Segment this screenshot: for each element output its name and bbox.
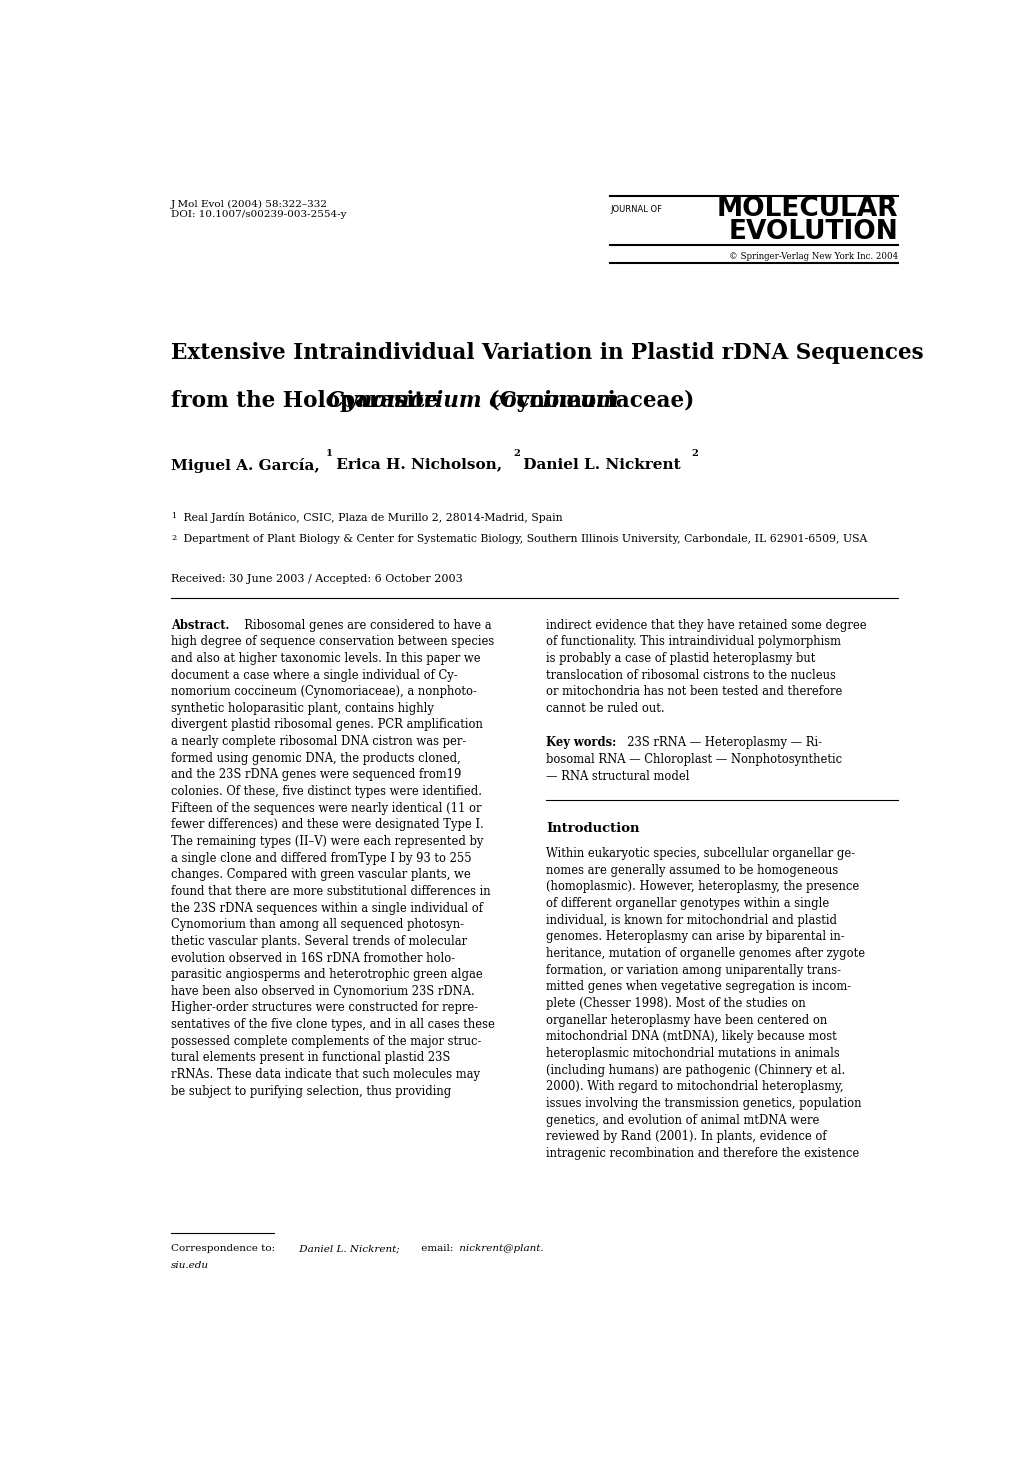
Text: intragenic recombination and therefore the existence: intragenic recombination and therefore t…	[546, 1147, 859, 1160]
Text: Miguel A. García,: Miguel A. García,	[171, 457, 319, 473]
Text: Fifteen of the sequences were nearly identical (11 or: Fifteen of the sequences were nearly ide…	[171, 802, 481, 815]
Text: changes. Compared with green vascular plants, we: changes. Compared with green vascular pl…	[171, 868, 470, 881]
Text: or mitochondria has not been tested and therefore: or mitochondria has not been tested and …	[546, 685, 842, 698]
Text: MOLECULAR: MOLECULAR	[716, 196, 898, 222]
Text: siu.edu: siu.edu	[171, 1261, 209, 1270]
Text: 1: 1	[325, 449, 332, 457]
Text: © Springer-Verlag New York Inc. 2004: © Springer-Verlag New York Inc. 2004	[729, 251, 898, 262]
Text: colonies. Of these, five distinct types were identified.: colonies. Of these, five distinct types …	[171, 785, 482, 798]
Text: the 23S rDNA sequences within a single individual of: the 23S rDNA sequences within a single i…	[171, 901, 483, 915]
Text: (including humans) are pathogenic (Chinnery et al.: (including humans) are pathogenic (Chinn…	[546, 1064, 845, 1077]
Text: JOURNAL OF: JOURNAL OF	[610, 205, 662, 213]
Text: Cynomorium than among all sequenced photosyn-: Cynomorium than among all sequenced phot…	[171, 919, 464, 931]
Text: evolution observed in 16S rDNA fromother holo-: evolution observed in 16S rDNA fromother…	[171, 951, 454, 964]
Text: 2: 2	[171, 535, 176, 542]
Text: DOI: 10.1007/s00239-003-2554-y: DOI: 10.1007/s00239-003-2554-y	[171, 210, 346, 219]
Text: J Mol Evol (2004) 58:322–332: J Mol Evol (2004) 58:322–332	[171, 200, 328, 209]
Text: heteroplasmic mitochondrial mutations in animals: heteroplasmic mitochondrial mutations in…	[546, 1048, 840, 1059]
Text: and also at higher taxonomic levels. In this paper we: and also at higher taxonomic levels. In …	[171, 652, 480, 665]
Text: Key words:: Key words:	[546, 736, 616, 749]
Text: be subject to purifying selection, thus providing: be subject to purifying selection, thus …	[171, 1084, 450, 1097]
Text: a single clone and differed fromType I by 93 to 255: a single clone and differed fromType I b…	[171, 852, 471, 865]
Text: 2: 2	[691, 449, 697, 457]
Text: nomes are generally assumed to be homogeneous: nomes are generally assumed to be homoge…	[546, 863, 838, 877]
Text: of different organellar genotypes within a single: of different organellar genotypes within…	[546, 897, 828, 910]
Text: Daniel L. Nickrent;: Daniel L. Nickrent;	[296, 1245, 399, 1254]
Text: Correspondence to:: Correspondence to:	[171, 1245, 275, 1254]
Text: formation, or variation among uniparentally trans-: formation, or variation among uniparenta…	[546, 964, 841, 977]
Text: 2000). With regard to mitochondrial heteroplasmy,: 2000). With regard to mitochondrial hete…	[546, 1080, 844, 1093]
Text: 2: 2	[513, 449, 520, 457]
Text: heritance, mutation of organelle genomes after zygote: heritance, mutation of organelle genomes…	[546, 947, 865, 960]
Text: nickrent@plant.: nickrent@plant.	[455, 1245, 543, 1254]
Text: cannot be ruled out.: cannot be ruled out.	[546, 701, 664, 714]
Text: is probably a case of plastid heteroplasmy but: is probably a case of plastid heteroplas…	[546, 652, 815, 665]
Text: have been also observed in Cynomorium 23S rDNA.: have been also observed in Cynomorium 23…	[171, 985, 474, 998]
Text: mitted genes when vegetative segregation is incom-: mitted genes when vegetative segregation…	[546, 980, 851, 993]
Text: document a case where a single individual of Cy-: document a case where a single individua…	[171, 669, 458, 681]
Text: from the Holoparasite: from the Holoparasite	[171, 390, 445, 412]
Text: genetics, and evolution of animal mtDNA were: genetics, and evolution of animal mtDNA …	[546, 1113, 819, 1126]
Text: Within eukaryotic species, subcellular organellar ge-: Within eukaryotic species, subcellular o…	[546, 847, 855, 861]
Text: mitochondrial DNA (mtDNA), likely because most: mitochondrial DNA (mtDNA), likely becaus…	[546, 1030, 837, 1043]
Text: (homoplasmic). However, heteroplasmy, the presence: (homoplasmic). However, heteroplasmy, th…	[546, 881, 859, 894]
Text: 1: 1	[171, 511, 176, 520]
Text: Received: 30 June 2003 / Accepted: 6 October 2003: Received: 30 June 2003 / Accepted: 6 Oct…	[171, 574, 463, 583]
Text: rRNAs. These data indicate that such molecules may: rRNAs. These data indicate that such mol…	[171, 1068, 480, 1081]
Text: thetic vascular plants. Several trends of molecular: thetic vascular plants. Several trends o…	[171, 935, 467, 948]
Text: Real Jardín Botánico, CSIC, Plaza de Murillo 2, 28014-Madrid, Spain: Real Jardín Botánico, CSIC, Plaza de Mur…	[180, 511, 562, 523]
Text: indirect evidence that they have retained some degree: indirect evidence that they have retaine…	[546, 618, 866, 631]
Text: high degree of sequence conservation between species: high degree of sequence conservation bet…	[171, 636, 494, 649]
Text: organellar heteroplasmy have been centered on: organellar heteroplasmy have been center…	[546, 1014, 826, 1027]
Text: — RNA structural model: — RNA structural model	[546, 770, 689, 783]
Text: possessed complete complements of the major struc-: possessed complete complements of the ma…	[171, 1034, 481, 1048]
Text: formed using genomic DNA, the products cloned,: formed using genomic DNA, the products c…	[171, 752, 461, 764]
Text: a nearly complete ribosomal DNA cistron was per-: a nearly complete ribosomal DNA cistron …	[171, 735, 466, 748]
Text: translocation of ribosomal cistrons to the nucleus: translocation of ribosomal cistrons to t…	[546, 669, 836, 681]
Text: synthetic holoparasitic plant, contains highly: synthetic holoparasitic plant, contains …	[171, 701, 433, 714]
Text: Abstract.: Abstract.	[171, 618, 229, 631]
Text: found that there are more substitutional differences in: found that there are more substitutional…	[171, 885, 490, 899]
Text: issues involving the transmission genetics, population: issues involving the transmission geneti…	[546, 1097, 861, 1110]
Text: (Cynomoriaceae): (Cynomoriaceae)	[482, 390, 694, 412]
Text: fewer differences) and these were designated Type I.: fewer differences) and these were design…	[171, 818, 483, 831]
Text: sentatives of the five clone types, and in all cases these: sentatives of the five clone types, and …	[171, 1018, 494, 1031]
Text: and the 23S rDNA genes were sequenced from19: and the 23S rDNA genes were sequenced fr…	[171, 768, 461, 782]
Text: Extensive Intraindividual Variation in Plastid rDNA Sequences: Extensive Intraindividual Variation in P…	[171, 342, 922, 364]
Text: Department of Plant Biology & Center for Systematic Biology, Southern Illinois U: Department of Plant Biology & Center for…	[180, 535, 867, 543]
Text: genomes. Heteroplasmy can arise by biparental in-: genomes. Heteroplasmy can arise by bipar…	[546, 931, 845, 944]
Text: Cynomorium coccineum: Cynomorium coccineum	[327, 390, 619, 412]
Text: Daniel L. Nickrent: Daniel L. Nickrent	[518, 457, 681, 472]
Text: Introduction: Introduction	[546, 823, 639, 836]
Text: 23S rRNA — Heteroplasmy — Ri-: 23S rRNA — Heteroplasmy — Ri-	[620, 736, 821, 749]
Text: ​email:: ​email:	[418, 1245, 453, 1254]
Text: of functionality. This intraindividual polymorphism: of functionality. This intraindividual p…	[546, 636, 841, 649]
Text: The remaining types (II–V) were each represented by: The remaining types (II–V) were each rep…	[171, 836, 483, 847]
Text: EVOLUTION: EVOLUTION	[728, 219, 898, 244]
Text: Higher-order structures were constructed for repre-: Higher-order structures were constructed…	[171, 1001, 478, 1014]
Text: reviewed by Rand (2001). In plants, evidence of: reviewed by Rand (2001). In plants, evid…	[546, 1131, 826, 1143]
Text: nomorium coccineum (Cynomoriaceae), a nonphoto-: nomorium coccineum (Cynomoriaceae), a no…	[171, 685, 477, 698]
Text: plete (Chesser 1998). Most of the studies on: plete (Chesser 1998). Most of the studie…	[546, 996, 805, 1010]
Text: tural elements present in functional plastid 23S: tural elements present in functional pla…	[171, 1052, 450, 1065]
Text: Ribosomal genes are considered to have a: Ribosomal genes are considered to have a	[236, 618, 491, 631]
Text: individual, is known for mitochondrial and plastid: individual, is known for mitochondrial a…	[546, 913, 837, 926]
Text: bosomal RNA — Chloroplast — Nonphotosynthetic: bosomal RNA — Chloroplast — Nonphotosynt…	[546, 752, 842, 766]
Text: Erica H. Nicholson,: Erica H. Nicholson,	[331, 457, 501, 472]
Text: parasitic angiosperms and heterotrophic green algae: parasitic angiosperms and heterotrophic …	[171, 969, 482, 982]
Text: divergent plastid ribosomal genes. PCR amplification: divergent plastid ribosomal genes. PCR a…	[171, 719, 482, 732]
